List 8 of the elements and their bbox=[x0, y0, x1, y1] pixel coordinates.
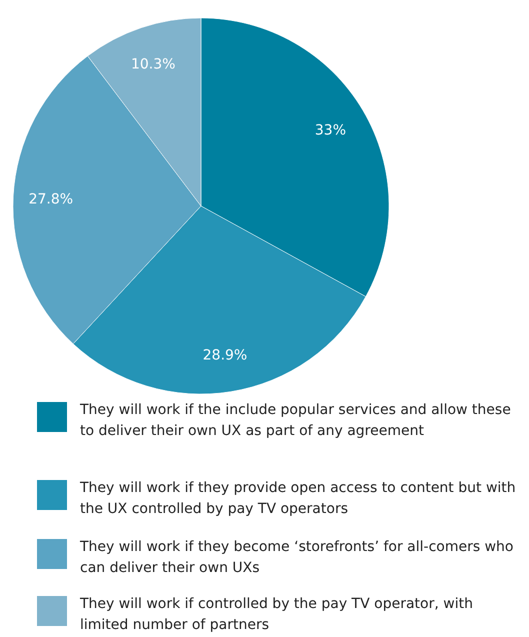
legend-label: They will work if the include popular services and allow these to deliver their own UX as part of any agreement bbox=[79, 402, 511, 439]
legend-label: They will work if they provide open access to content but with the UX controlled by pay TV operators bbox=[79, 480, 516, 517]
data-label: 10.3% bbox=[130, 56, 176, 72]
data-label: 28.9% bbox=[202, 347, 248, 364]
legend-label: They will work if they become ‘storefronts’ for all-comers who can deliver their own UXs bbox=[79, 539, 514, 576]
data-label: 33% bbox=[314, 122, 346, 138]
data-label: 27.8% bbox=[28, 191, 74, 208]
legend-label: They will work if controlled by the pay TV operator, with limited number of partners bbox=[79, 596, 473, 633]
